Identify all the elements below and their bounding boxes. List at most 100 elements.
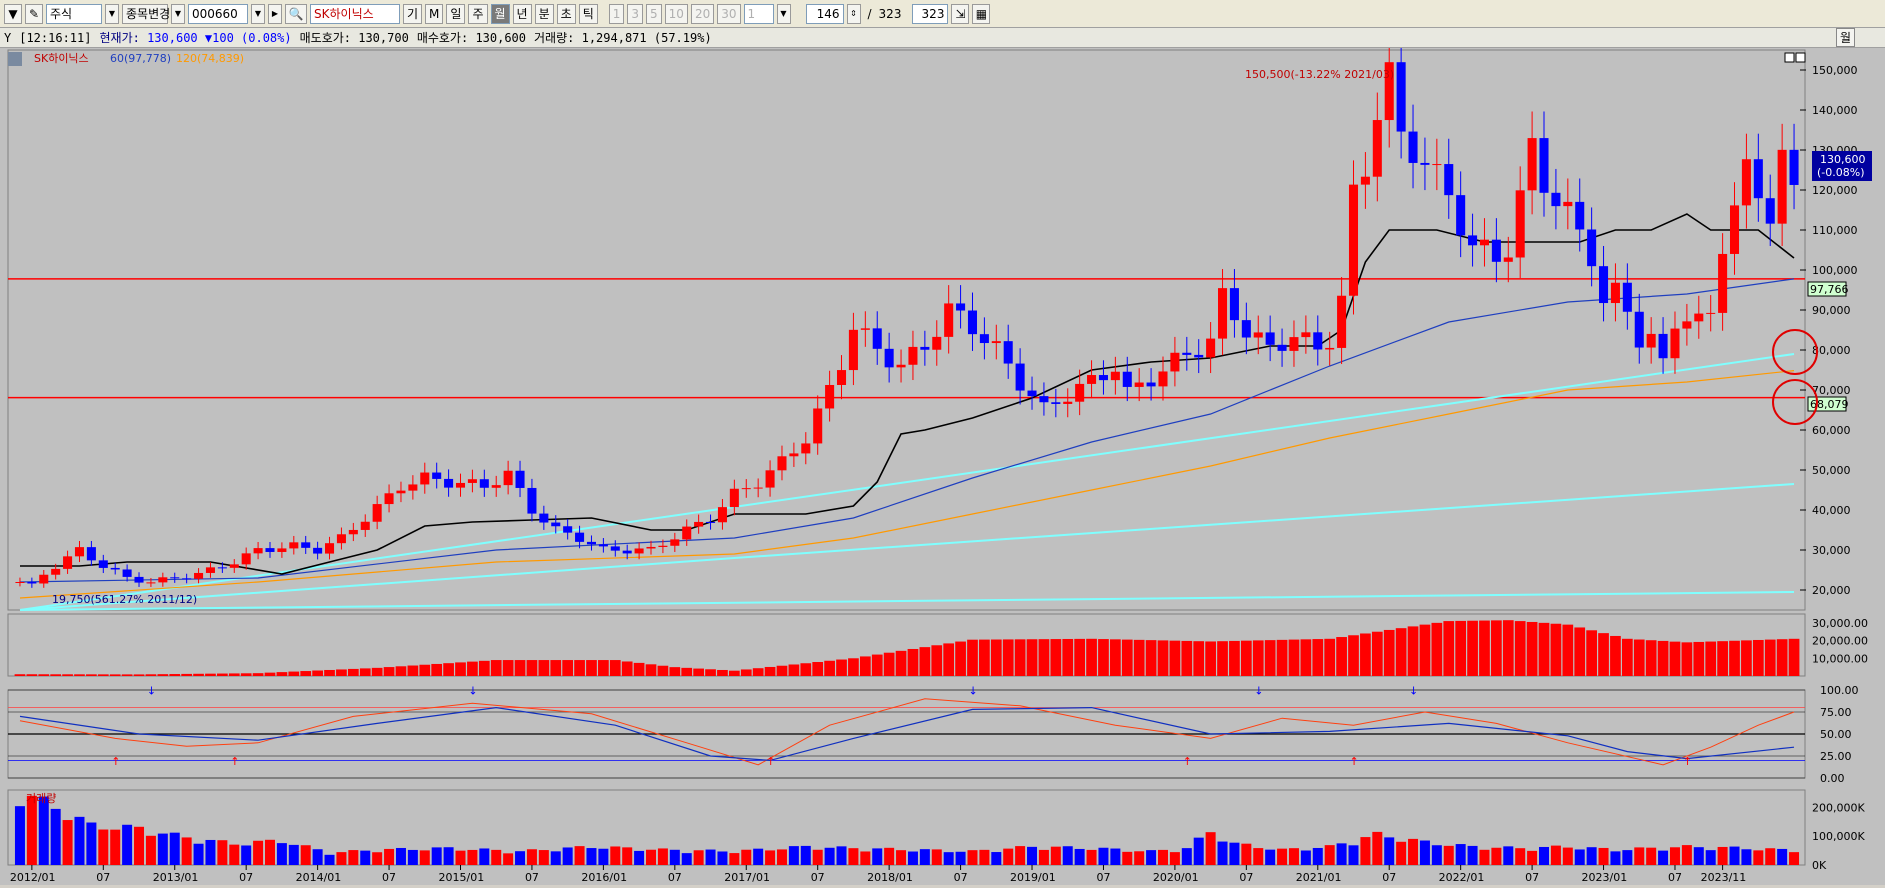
volume-ytick-label: 100,000K bbox=[1812, 830, 1865, 843]
period-year[interactable]: 년 bbox=[512, 3, 532, 24]
candle-body bbox=[1587, 229, 1597, 267]
candle-body bbox=[527, 487, 537, 514]
chart-area: 150,000 140,000 130,000 120,000 110,000 100,0… bbox=[0, 31, 1885, 885]
indicator-bar bbox=[728, 670, 740, 676]
candle-body bbox=[1444, 164, 1454, 196]
indicator-bar bbox=[1252, 640, 1264, 676]
price-ytick-label: 100,000 bbox=[1812, 264, 1858, 277]
calendar-icon[interactable]: ▦ bbox=[972, 3, 991, 24]
search-icon[interactable]: 🔍 bbox=[285, 3, 307, 24]
interval-20-label: 20 bbox=[694, 6, 711, 21]
toolbar: ▼ ✎ 주식 ▼ 종목변경 ▼ 000660 ▼ ▶ 🔍 SK하이닉스 기 M … bbox=[0, 0, 1885, 28]
candle-body bbox=[1694, 313, 1704, 322]
candle-body bbox=[1682, 321, 1692, 329]
candle-body bbox=[1194, 354, 1204, 358]
indicator-bar bbox=[514, 660, 526, 676]
pin-icon[interactable]: ▼ bbox=[4, 3, 22, 24]
panel-close-icon[interactable] bbox=[1795, 52, 1806, 63]
candle-body bbox=[1372, 120, 1382, 177]
interval-10[interactable]: 10 bbox=[664, 3, 688, 24]
indicator-bar bbox=[502, 660, 514, 676]
interval-input[interactable]: 1 bbox=[743, 3, 774, 24]
volume-panel: 200,000K 100,000K 0K bbox=[14, 795, 1865, 872]
interval-20[interactable]: 20 bbox=[690, 3, 715, 24]
period-second[interactable]: 초 bbox=[556, 3, 576, 24]
interval-1-label: 1 bbox=[612, 6, 621, 21]
period-month[interactable]: 월 bbox=[490, 3, 510, 24]
price-ytick-label: 120,000 bbox=[1812, 184, 1858, 197]
count-input[interactable]: 146 bbox=[805, 3, 844, 24]
interval-30[interactable]: 30 bbox=[717, 3, 741, 24]
export-icon[interactable]: ⇲ bbox=[951, 3, 970, 24]
volume-bar bbox=[907, 851, 918, 865]
period-tick[interactable]: 틱 bbox=[578, 3, 598, 24]
indicator-bar bbox=[693, 668, 704, 676]
m-button[interactable]: M bbox=[425, 3, 444, 24]
total-input[interactable]: 323 bbox=[912, 3, 949, 24]
period-minute[interactable]: 분 bbox=[534, 3, 554, 24]
count-separator: / bbox=[867, 6, 872, 21]
indicator-bar bbox=[431, 663, 443, 676]
indicator-bar bbox=[1264, 640, 1276, 676]
volume-bar bbox=[1086, 849, 1097, 865]
panel-minimize-icon[interactable] bbox=[1784, 52, 1795, 63]
next-arrow-icon[interactable]: ▶ bbox=[268, 3, 282, 24]
trendline-upper bbox=[19, 353, 1795, 611]
interval-30-label: 30 bbox=[721, 6, 737, 21]
indicator-bar bbox=[609, 660, 621, 676]
volume: 거래량: 1,294,871 (57.19%) bbox=[534, 29, 712, 46]
indicator-bar bbox=[288, 671, 300, 676]
period-day[interactable]: 일 bbox=[446, 3, 466, 24]
interval-5[interactable]: 5 bbox=[646, 3, 662, 24]
candle-body bbox=[1503, 257, 1513, 262]
indicator-bar bbox=[1431, 622, 1443, 676]
stock-code-input[interactable]: 000660 bbox=[188, 3, 248, 24]
candle-body bbox=[1384, 62, 1394, 121]
interval-1[interactable]: 1 bbox=[608, 3, 625, 24]
indicator-bar bbox=[1610, 635, 1621, 676]
interval-dropdown-icon[interactable]: ▼ bbox=[776, 3, 791, 24]
indicator-bar bbox=[1383, 629, 1395, 676]
gear-icon[interactable]: ✎ bbox=[25, 3, 43, 24]
change-stock-button[interactable]: 종목변경 bbox=[122, 3, 170, 24]
bid-price-value: 130,600 bbox=[475, 31, 527, 45]
volume-bar bbox=[1027, 846, 1038, 865]
volume-bar bbox=[1598, 847, 1609, 865]
indicator-bar bbox=[1705, 641, 1717, 676]
market-dropdown-icon[interactable]: ▼ bbox=[105, 3, 119, 24]
period-week[interactable]: 주 bbox=[468, 3, 488, 24]
volume-bar bbox=[336, 852, 347, 865]
volume-bar bbox=[443, 847, 454, 865]
candle-body bbox=[717, 507, 727, 523]
market-select[interactable]: 주식 bbox=[46, 3, 102, 24]
count-spinner-icon[interactable]: ⇕ bbox=[846, 3, 861, 24]
x-tick-label: 2023/01 bbox=[1582, 871, 1628, 884]
interval-3[interactable]: 3 bbox=[627, 3, 644, 24]
filter-icon[interactable]: Y bbox=[4, 30, 12, 45]
candle-body bbox=[1313, 332, 1323, 350]
legend-icon[interactable] bbox=[8, 52, 22, 66]
volume-bar bbox=[1765, 848, 1776, 865]
candle-body bbox=[586, 541, 596, 545]
stock-name-field[interactable]: SK하이닉스 bbox=[310, 3, 400, 24]
x-tick-label: 2023/11 bbox=[1701, 871, 1747, 884]
candle-body bbox=[1539, 138, 1549, 193]
candle-body bbox=[122, 569, 132, 577]
gi-button[interactable]: 기 bbox=[403, 3, 423, 24]
candle-body bbox=[432, 472, 442, 479]
candle-body bbox=[182, 578, 192, 580]
code-dropdown-icon[interactable]: ▼ bbox=[251, 3, 265, 24]
volume-bar bbox=[729, 853, 740, 865]
indicator-bar bbox=[1729, 640, 1740, 676]
current-price: 현재가: 130,600 ▼100 (0.08%) bbox=[99, 29, 291, 46]
change-dropdown-icon[interactable]: ▼ bbox=[171, 3, 185, 24]
right-period-tab[interactable]: 월 bbox=[1835, 28, 1855, 47]
indicator-bar bbox=[1419, 624, 1431, 676]
indicator-bar bbox=[490, 660, 502, 676]
buy-arrow-icon: ↑ bbox=[1183, 755, 1192, 768]
indicator-bar bbox=[990, 639, 1002, 676]
volume-bar bbox=[765, 850, 776, 865]
indicator-bar bbox=[598, 660, 609, 676]
indicator-bar bbox=[1074, 638, 1086, 676]
volume-bar bbox=[657, 848, 668, 865]
